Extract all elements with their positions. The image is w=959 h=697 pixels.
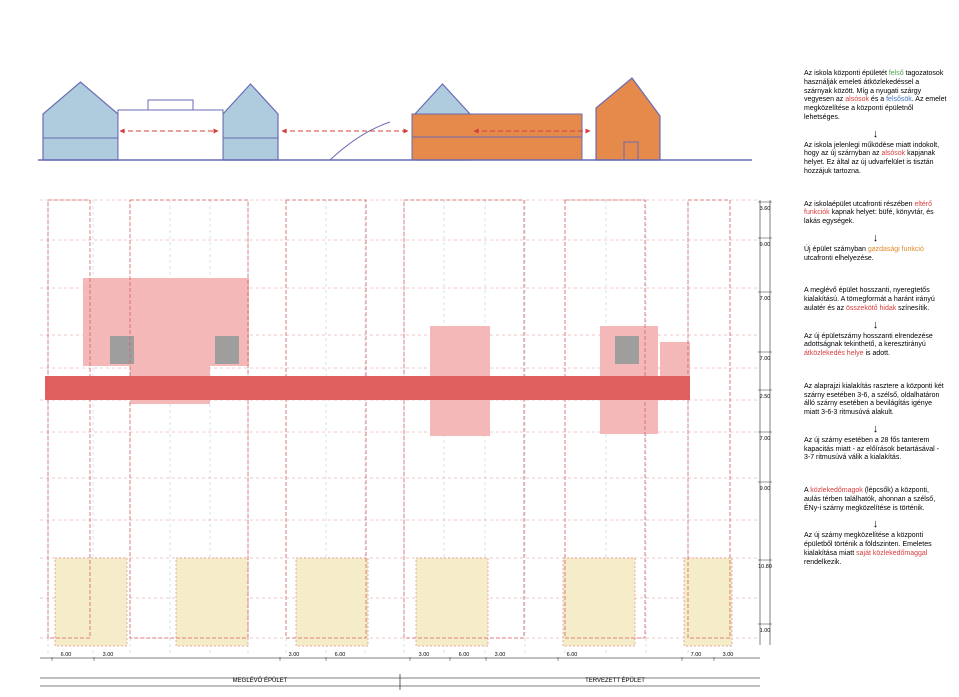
dim-label: 7.00 bbox=[760, 296, 771, 302]
arrow-down-icon: ↓ bbox=[804, 519, 947, 530]
dim-label: 2.50 bbox=[760, 394, 771, 400]
dim-label: 9.00 bbox=[760, 242, 771, 248]
existing-building-label: MEGLÉVŐ ÉPÜLET bbox=[233, 677, 288, 684]
dim-label: 6.00 bbox=[335, 652, 346, 658]
dim-label: 3.60 bbox=[760, 206, 771, 212]
annotation-block: Az alaprajzi kialakítás rasztere a közpo… bbox=[804, 383, 947, 418]
dim-label: 7.00 bbox=[760, 436, 771, 442]
dim-label: 1.00 bbox=[760, 628, 771, 634]
annotation-paragraph: Az alaprajzi kialakítás rasztere a közpo… bbox=[804, 383, 947, 418]
arrow-down-icon: ↓ bbox=[804, 233, 947, 244]
annotation-paragraph: A meglévő épület hosszanti, nyeregtetős … bbox=[804, 287, 947, 313]
architecture-drawing: 3.60 9.00 7.00 7.00 2.50 7.00 9.00 10.80 1.00 6.0… bbox=[0, 0, 790, 697]
arrow-down-icon: ↓ bbox=[804, 320, 947, 331]
dim-label: 10.80 bbox=[758, 564, 772, 570]
arrow-down-icon: ↓ bbox=[804, 424, 947, 435]
annotation-block: Az új szárny esetében a 28 fős tanterem … bbox=[804, 437, 947, 463]
group-gap bbox=[804, 469, 947, 487]
annotation-block: Az iskola jelenlegi működése miatt indok… bbox=[804, 142, 947, 177]
dim-label: 7.00 bbox=[691, 652, 702, 658]
group-gap bbox=[804, 365, 947, 383]
dim-label: 6.00 bbox=[459, 652, 470, 658]
dim-label: 3.00 bbox=[103, 652, 114, 658]
annotation-paragraph: Az iskolaépület utcafronti részében elté… bbox=[804, 201, 947, 227]
annotation-paragraph: A közlekedőmagok (lépcsők) a központi, a… bbox=[804, 487, 947, 513]
dim-label: 3.00 bbox=[419, 652, 430, 658]
annotation-block: A közlekedőmagok (lépcsők) a központi, a… bbox=[804, 487, 947, 513]
dim-label: 6.00 bbox=[61, 652, 72, 658]
dim-label: 3.00 bbox=[495, 652, 506, 658]
group-gap bbox=[804, 183, 947, 201]
annotation-block: A meglévő épület hosszanti, nyeregtetős … bbox=[804, 287, 947, 313]
dim-label: 3.00 bbox=[289, 652, 300, 658]
annotation-paragraph: Az iskola jelenlegi működése miatt indok… bbox=[804, 142, 947, 177]
annotation-paragraph: Az új szárny esetében a 28 fős tanterem … bbox=[804, 437, 947, 463]
annotation-paragraph: Új épület szárnyban gazdasági funkció ut… bbox=[804, 246, 947, 264]
annotation-paragraph: Az új épületszárny hosszanti elrendezése… bbox=[804, 333, 947, 359]
annotation-block: Az új szárny megközelítése a központi ép… bbox=[804, 532, 947, 567]
annotation-column: Az iskola központi épületét felső tagoza… bbox=[804, 70, 959, 573]
annotation-paragraph: Az új szárny megközelítése a központi ép… bbox=[804, 532, 947, 567]
dim-label: 6.00 bbox=[567, 652, 578, 658]
annotation-block: Az iskola központi épületét felső tagoza… bbox=[804, 70, 947, 123]
dim-label: 7.00 bbox=[760, 356, 771, 362]
annotation-block: Az iskolaépület utcafronti részében elté… bbox=[804, 201, 947, 227]
annotation-paragraph: Az iskola központi épületét felső tagoza… bbox=[804, 70, 947, 123]
dim-label: 3.00 bbox=[723, 652, 734, 658]
annotation-block: Új épület szárnyban gazdasági funkció ut… bbox=[804, 246, 947, 264]
dim-label: 9.00 bbox=[760, 486, 771, 492]
arrow-down-icon: ↓ bbox=[804, 129, 947, 140]
planned-building-label: TERVEZETT ÉPÜLET bbox=[585, 677, 645, 684]
group-gap bbox=[804, 269, 947, 287]
annotation-block: Az új épületszárny hosszanti elrendezése… bbox=[804, 333, 947, 359]
